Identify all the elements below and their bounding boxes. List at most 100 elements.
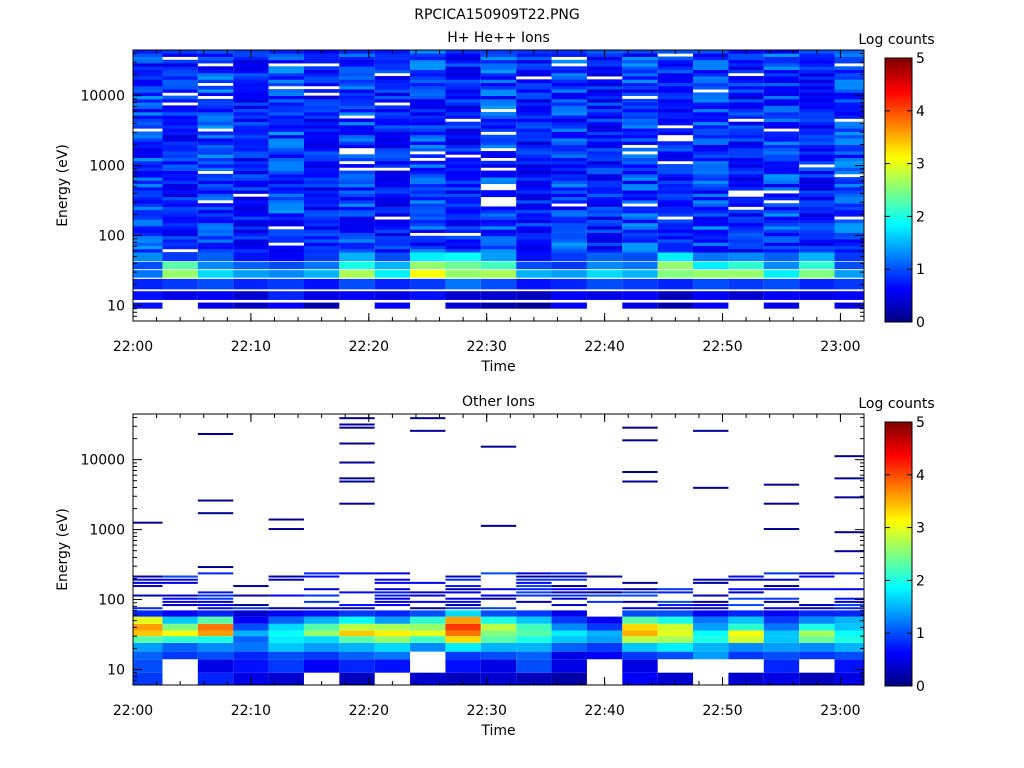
heatmap-cell [410,417,446,420]
heatmap-cell [586,151,623,155]
heatmap-cell [728,235,764,240]
heatmap-cell [763,131,800,136]
colorbar-step [885,589,912,592]
heatmap-cell [410,131,446,136]
heatmap-cell [445,102,481,106]
heatmap-cell [133,59,163,64]
heatmap-cell [233,72,269,77]
heatmap-cell [374,92,411,97]
heatmap-cell [657,79,694,83]
x-tick-label: 22:40 [584,703,624,719]
colorbar-step [885,505,912,509]
colorbar-step [885,102,912,105]
heatmap-cell [516,585,552,588]
heatmap-cell [133,521,163,524]
heatmap-cell [763,193,800,198]
heatmap-cell [339,98,375,103]
heatmap-cell [622,439,658,442]
x-tick-label: 22:20 [349,703,389,719]
colorbar-step [885,426,912,430]
heatmap-cell [551,216,587,220]
colorbar-tick-label: 5 [916,51,925,67]
heatmap-cell [445,170,481,175]
heatmap-cell [162,177,198,181]
heatmap-cell [586,209,623,214]
heatmap-cell [799,82,835,87]
heatmap-cell [799,89,835,93]
heatmap-cell [410,89,446,93]
heatmap-cell [480,118,517,123]
heatmap-cell [233,180,269,185]
heatmap-cell [622,173,658,178]
heatmap-cell [728,651,764,660]
heatmap-cell [410,222,446,227]
heatmap-cell [162,118,198,123]
colorbar-step [885,240,912,244]
heatmap-cell [445,578,481,581]
heatmap-cell [763,222,800,227]
heatmap-cell [799,270,835,278]
heatmap-cell [445,261,481,270]
heatmap-cell [410,141,446,145]
heatmap-cell [233,594,269,597]
heatmap-cell [410,98,446,103]
heatmap-cell [445,302,481,309]
heatmap-cell [197,630,234,637]
heatmap-cell [133,164,163,168]
heatmap-cell [834,147,864,152]
heatmap-cell [693,245,729,250]
heatmap-cell [657,242,694,246]
colorbar-step [885,507,912,511]
heatmap-cell [303,66,340,70]
heatmap-cell [133,616,163,624]
heatmap-cell [374,302,411,309]
heatmap-cell [516,575,552,578]
heatmap-cell [197,183,234,188]
heatmap-cell [622,591,658,594]
heatmap-cell [657,291,694,300]
colorbar-step [885,150,912,154]
heatmap-cell [133,610,163,617]
heatmap-cell [763,261,800,270]
colorbar-step [885,593,912,597]
heatmap-cell [551,121,587,126]
heatmap-cell [728,108,764,113]
heatmap-cell [834,85,864,90]
heatmap-cell [622,108,658,113]
heatmap-cell [551,59,587,64]
heatmap-cell [728,203,764,207]
heatmap-cell [516,209,552,214]
heatmap-cell [657,630,694,637]
heatmap-cell [445,270,481,278]
heatmap-cell [551,604,587,607]
heatmap-cell [586,56,623,61]
heatmap-cell [728,209,764,214]
heatmap-cell [551,232,587,237]
colorbar-step [885,71,912,74]
heatmap-cell [233,659,269,673]
heatmap-cell [622,160,658,165]
heatmap-cell [551,82,587,87]
heatmap-cell [728,183,764,188]
heatmap-cell [622,131,658,136]
heatmap-cell [799,79,835,83]
heatmap-cell [657,118,694,123]
heatmap-cell [303,138,340,142]
heatmap-cell [622,82,658,87]
heatmap-cell [657,588,694,591]
heatmap-cell [586,270,623,278]
heatmap-cell [339,56,375,61]
heatmap-cell [197,186,234,191]
colorbar-step [885,223,912,226]
heatmap-cell [303,219,340,224]
heatmap-cell [763,79,800,83]
heatmap-cell [303,594,340,597]
heatmap-cell [162,76,198,80]
heatmap-cell [622,600,658,603]
heatmap-cell [763,242,800,246]
heatmap-cell [551,160,587,165]
heatmap-cell [516,63,552,67]
heatmap-cell [233,151,269,155]
heatmap-cell [339,170,375,175]
heatmap-cell [586,242,623,246]
